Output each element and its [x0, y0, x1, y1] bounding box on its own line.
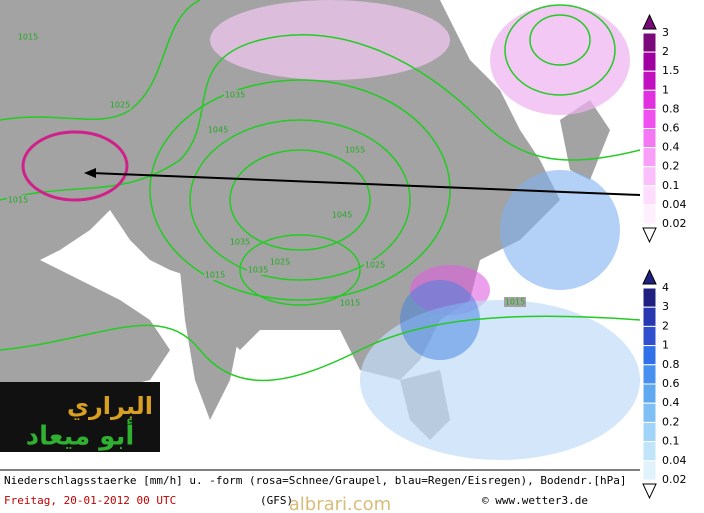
isobar-label: 1025: [365, 261, 385, 270]
isobar-label: 1025: [270, 258, 290, 267]
isobar-label-bg: [7, 195, 29, 205]
isobar-label: 1015: [340, 299, 360, 308]
legend-label: 2: [662, 45, 669, 58]
rain-area: [400, 280, 480, 360]
isobar-label: 1025: [110, 101, 130, 110]
legend-label: 2: [662, 319, 669, 332]
footer-date: Freitag, 20-01-2012 00 UTC: [4, 494, 176, 507]
legend-swatch: [642, 89, 657, 110]
legend-label: 0.6: [662, 122, 680, 135]
legend-label: 0.02: [662, 473, 687, 486]
legend-swatch: [642, 364, 657, 385]
isobars: [0, 0, 641, 382]
isobar-label: 1055: [345, 146, 365, 155]
highlight-circle: [21, 130, 129, 202]
isobar-label: 1035: [248, 266, 268, 275]
footer: [0, 468, 704, 513]
legend-label: 0.8: [662, 358, 680, 371]
logo-line1: البراري: [67, 392, 153, 420]
legend-label: 0.1: [662, 179, 680, 192]
legend-label: 3: [662, 300, 669, 313]
legend-swatch: [642, 108, 657, 130]
logo-line2: أبو ميعاد: [26, 419, 135, 452]
legend-label: 0.02: [662, 217, 687, 230]
isobar-label: 1035: [230, 238, 250, 247]
isobar-label: 1035: [225, 91, 245, 100]
legend-swatch: [642, 204, 657, 225]
footer-description: Niederschlagsstaerke [mm/h] u. -form (ro…: [4, 474, 627, 487]
isobar-label-bg: [204, 270, 226, 280]
isobar-label-bg: [269, 257, 291, 267]
legend-swatch: [642, 185, 657, 206]
isobar-label-bg: [344, 145, 366, 155]
legend-swatch: [642, 421, 657, 443]
legend-swatch: [642, 32, 657, 53]
isobar-label-bg: [364, 260, 386, 270]
legend-label: 0.8: [662, 102, 680, 115]
arrowhead: [84, 168, 96, 178]
legend-swatch: [642, 441, 657, 462]
legend-swatch: [642, 128, 657, 149]
footer-credit: © www.wetter3.de: [482, 494, 588, 507]
isobar-label: 1015: [18, 33, 38, 42]
legend-label: 0.4: [662, 396, 680, 409]
legend-swatch: [642, 402, 657, 423]
legend-arrow-up: [642, 13, 657, 30]
isobar-label: 1045: [332, 211, 352, 220]
legend-swatch: [642, 166, 657, 187]
isobar-label: 1015: [8, 196, 28, 205]
legend-swatch: [642, 306, 657, 327]
legend-swatch: [642, 147, 657, 168]
isobar-label-bg: [17, 32, 39, 42]
snow-area: [490, 5, 630, 115]
legend-arrow-down: [642, 483, 657, 500]
legend-label: 1.5: [662, 64, 680, 77]
legend-arrow-down: [642, 227, 657, 244]
legend-label: 0.04: [662, 198, 687, 211]
legend-label: 0.2: [662, 415, 680, 428]
legend-label: 1: [662, 339, 669, 352]
legend-swatch: [642, 325, 657, 347]
isobar-label: 1015: [205, 271, 225, 280]
legend-label: 1: [662, 83, 669, 96]
watermark: albrari.com: [289, 494, 391, 513]
legend-label: 0.1: [662, 435, 680, 448]
rain-area: [500, 170, 620, 290]
legend-label: 0.4: [662, 141, 680, 154]
isobar-label-bg: [109, 100, 131, 110]
legend-swatch: [642, 287, 657, 308]
isobar-label-bg: [229, 237, 251, 247]
footer-model: (GFS): [260, 494, 293, 507]
isobar-label-bg: [339, 298, 361, 308]
land-india: [180, 270, 240, 420]
isobar-label-bg: [504, 297, 526, 307]
legend-label: 3: [662, 26, 669, 39]
legend-label: 0.04: [662, 454, 687, 467]
snow-area: [210, 0, 450, 80]
isobar-label-bg: [247, 265, 269, 275]
isobar-label: 1045: [208, 126, 228, 135]
isobar-label-bg: [207, 125, 229, 135]
legend-swatch: [642, 70, 657, 91]
logo-box: [0, 382, 160, 452]
legend-label: 0.2: [662, 160, 680, 173]
isobar-label: 1015: [505, 298, 525, 307]
legend-swatch: [642, 383, 657, 404]
legend-swatch: [642, 460, 657, 481]
legend-swatch: [642, 51, 657, 72]
legend-arrow-up: [642, 268, 657, 285]
legend-label: 4: [662, 281, 669, 294]
isobar-label-bg: [331, 210, 353, 220]
arrow: [91, 172, 641, 196]
isobar-label-bg: [224, 90, 246, 100]
legend-label: 0.6: [662, 377, 680, 390]
legend-swatch: [642, 345, 657, 366]
